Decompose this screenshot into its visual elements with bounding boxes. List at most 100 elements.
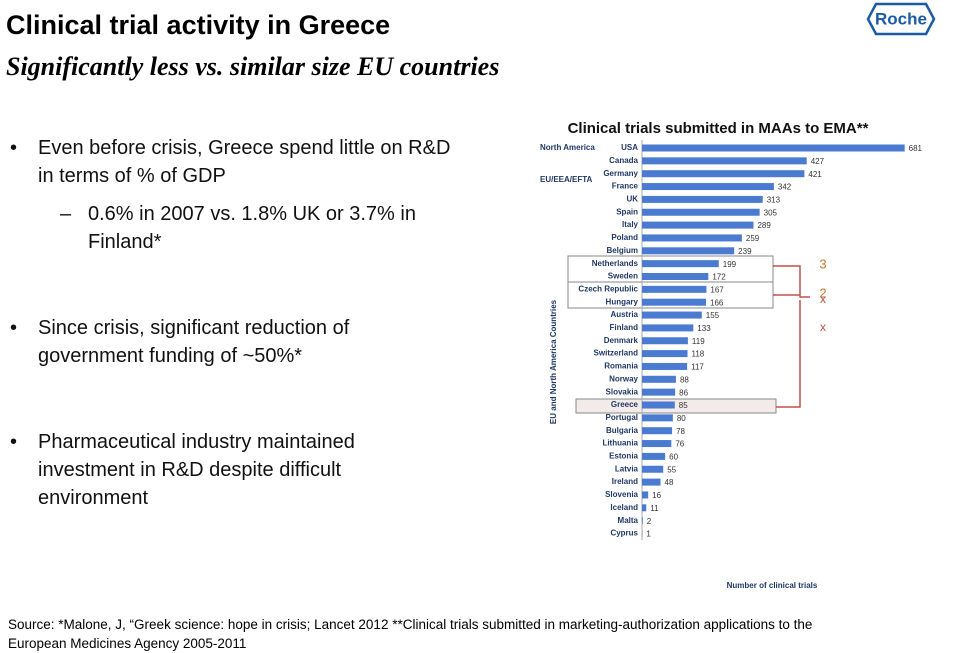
category-label: Greece [611, 400, 639, 409]
bar [642, 157, 807, 164]
data-label: 78 [676, 427, 685, 436]
data-label: 155 [706, 311, 720, 320]
data-label: 133 [697, 324, 711, 333]
category-label: Hungary [606, 297, 639, 306]
category-label: Malta [618, 516, 639, 525]
bar [642, 517, 643, 524]
chart: Clinical trials submitted in MAAs to EMA… [0, 0, 960, 600]
bar [642, 402, 675, 409]
category-label: Austria [610, 310, 638, 319]
bar [642, 170, 804, 177]
data-label: 289 [757, 221, 771, 230]
category-label: Spain [616, 207, 638, 216]
data-label: 167 [710, 285, 724, 294]
data-label: 85 [679, 401, 688, 410]
bar [642, 479, 661, 486]
category-label: Slovenia [605, 490, 638, 499]
bar [642, 234, 742, 241]
category-label: Ireland [612, 477, 638, 486]
category-label: Germany [603, 169, 638, 178]
chart-title: Clinical trials submitted in MAAs to EMA… [568, 120, 869, 137]
bar [642, 504, 646, 511]
category-label: Iceland [610, 503, 638, 512]
data-label: 2 [647, 517, 652, 526]
category-label: Cyprus [610, 529, 638, 538]
data-label: 88 [680, 375, 689, 384]
group-label: EU/EEA/EFTA [540, 175, 593, 184]
data-label: 342 [778, 183, 792, 192]
group-label: North America [540, 143, 595, 152]
data-label: 1 [646, 530, 651, 539]
data-label: 86 [679, 388, 688, 397]
bar [642, 466, 663, 473]
bar [642, 350, 688, 357]
data-label: 118 [692, 350, 705, 359]
category-label: Estonia [609, 452, 638, 461]
bar [642, 222, 753, 229]
data-label: 55 [667, 465, 676, 474]
category-label: Portugal [606, 413, 638, 422]
category-label: Slovakia [606, 387, 639, 396]
category-label: Sweden [608, 272, 638, 281]
category-label: Bulgaria [606, 426, 639, 435]
category-label: Romania [604, 362, 638, 371]
category-label: Switzerland [594, 349, 639, 358]
data-label: 119 [692, 337, 705, 346]
bar [642, 427, 672, 434]
data-label: 305 [764, 208, 778, 217]
bar [642, 389, 675, 396]
data-label: 76 [675, 440, 684, 449]
bar [642, 337, 688, 344]
data-label: 60 [669, 453, 678, 462]
data-label: 172 [712, 273, 726, 282]
data-label: 421 [808, 170, 822, 179]
category-label: Poland [611, 233, 638, 242]
bar [642, 209, 760, 216]
data-label: 80 [677, 414, 686, 423]
category-label: Norway [609, 374, 638, 383]
data-label: 16 [652, 491, 661, 500]
category-label: Belgium [606, 246, 638, 255]
data-label: 199 [723, 260, 737, 269]
highlight-box [576, 399, 776, 413]
data-label: 48 [665, 478, 674, 487]
y-axis-label: EU and North America Countries [549, 299, 558, 424]
arrow [773, 266, 810, 297]
bar [642, 491, 648, 498]
category-label: Netherlands [592, 259, 639, 268]
category-label: Lithuania [602, 439, 638, 448]
data-label: 427 [811, 157, 825, 166]
category-label: Italy [622, 220, 639, 229]
data-label: 11 [650, 504, 659, 513]
bar [642, 273, 708, 280]
annotation: x [820, 292, 826, 306]
arrow [776, 300, 800, 407]
category-label: France [612, 182, 639, 191]
bar [642, 183, 774, 190]
x-axis-label: Number of clinical trials [727, 581, 818, 590]
bar [642, 286, 706, 293]
category-label: Canada [609, 156, 638, 165]
category-label: Latvia [615, 464, 639, 473]
data-label: 681 [909, 144, 923, 153]
data-label: 117 [691, 363, 704, 372]
category-label: Denmark [604, 336, 639, 345]
bar [642, 260, 719, 267]
category-label: UK [626, 195, 638, 204]
bar [642, 312, 702, 319]
annotation: x [820, 320, 826, 334]
annotation: 3 [819, 256, 826, 271]
bar [642, 363, 687, 370]
category-label: USA [621, 143, 638, 152]
bar [642, 440, 671, 447]
data-label: 166 [710, 298, 724, 307]
bar [642, 196, 763, 203]
data-label: 313 [767, 196, 781, 205]
category-label: Czech Republic [578, 284, 638, 293]
bar [642, 453, 665, 460]
bar [642, 145, 905, 152]
bar [642, 247, 734, 254]
footer: Source: *Malone, J, “Greek science: hope… [8, 615, 848, 653]
data-label: 259 [746, 234, 760, 243]
